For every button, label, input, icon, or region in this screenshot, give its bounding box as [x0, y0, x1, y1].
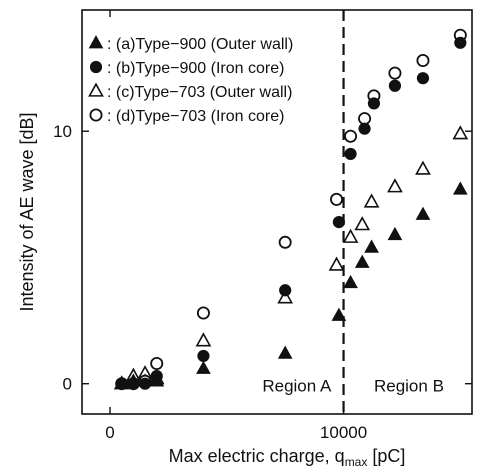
data-point: [278, 235, 292, 249]
data-point: [387, 226, 403, 241]
data-point: [354, 254, 370, 268]
data-point: [343, 274, 358, 289]
data-point: [415, 206, 431, 220]
x-tick-label: 0: [105, 423, 114, 442]
data-point: [364, 239, 379, 253]
legend: : (a)Type−900 (Outer wall) : (b)Type−900 …: [88, 35, 293, 125]
region-label: Region B: [374, 376, 444, 395]
y-tick-label: 0: [63, 375, 72, 394]
axis-labels: Max electric charge, qmax [pC] Intensity …: [17, 112, 405, 469]
data-point: [332, 216, 345, 229]
data-point: [358, 122, 371, 135]
data-point: [387, 178, 403, 193]
data-point: [388, 79, 402, 92]
region-divider-group: Region A Region B: [262, 10, 444, 414]
legend-label: : (d)Type−703 (Iron core): [107, 108, 284, 125]
data-point: [452, 125, 469, 140]
x-axis-label-unit: [pC]: [367, 446, 405, 466]
data-point: [358, 112, 372, 126]
data-point: [388, 66, 402, 80]
data-point: [367, 97, 381, 110]
y-axis-label: Intensity of AE wave [dB]: [17, 112, 37, 311]
legend-label: : (b)Type−900 (Iron core): [107, 60, 284, 77]
data-point: [150, 370, 163, 383]
data-point: [416, 54, 430, 68]
data-point: [196, 306, 210, 320]
x-axis-label-main: Max electric charge, q: [169, 446, 345, 466]
data-point: [115, 377, 128, 390]
data-point: [277, 345, 293, 359]
axis-ticks: 0 10000 0 10: [53, 10, 472, 442]
data-point: [344, 129, 358, 143]
data-point: [344, 147, 357, 161]
legend-marker: [88, 82, 104, 97]
data-point: [195, 332, 212, 347]
data-point: [279, 284, 292, 297]
data-point: [416, 72, 430, 85]
data-point: [342, 228, 359, 243]
legend-label: : (c)Type−703 (Outer wall): [107, 84, 292, 101]
legend-label: : (a)Type−900 (Outer wall): [107, 36, 293, 53]
x-tick-label: 10000: [320, 423, 367, 442]
legend-marker: [88, 35, 104, 49]
data-marks: [113, 28, 469, 391]
data-point: [330, 192, 344, 206]
data-point: [415, 160, 431, 175]
legend-marker: [89, 60, 103, 74]
data-point: [363, 193, 380, 208]
data-point: [138, 377, 152, 390]
plot-border: [81, 9, 473, 415]
region-label: Region A: [262, 376, 332, 395]
data-point: [354, 216, 371, 231]
data-point: [196, 360, 211, 374]
y-tick-label: 10: [53, 122, 72, 141]
x-axis-label-subscript: max: [345, 455, 368, 469]
x-axis-label: Max electric charge, qmax [pC]: [169, 446, 406, 469]
legend-marker: [89, 108, 103, 122]
data-point: [328, 256, 345, 271]
data-point: [454, 36, 467, 49]
data-point: [197, 349, 210, 363]
data-point: [331, 307, 347, 321]
data-point: [150, 356, 164, 370]
data-point: [277, 289, 294, 304]
plot-frame: [81, 9, 473, 415]
data-point: [452, 181, 468, 195]
data-point: [127, 377, 140, 390]
